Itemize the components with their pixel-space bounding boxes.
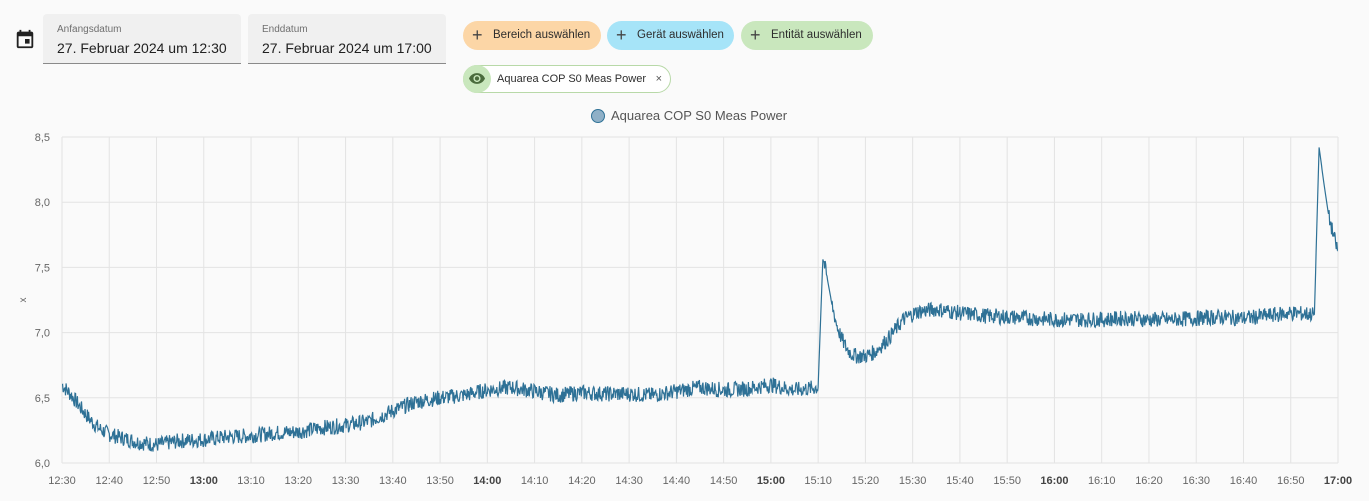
x-tick-label: 14:40	[663, 475, 691, 487]
select-device-label: Gerät auswählen	[637, 29, 724, 41]
y-tick-label: 7,0	[35, 328, 50, 340]
start-date-field[interactable]: Anfangsdatum 27. Februar 2024 um 12:30	[43, 14, 241, 64]
x-tick-label: 17:00	[1324, 475, 1352, 487]
x-tick-label: 13:40	[379, 475, 407, 487]
start-date-value[interactable]: 27. Februar 2024 um 12:30	[57, 40, 227, 56]
end-date-field[interactable]: Enddatum 27. Februar 2024 um 17:00	[248, 14, 446, 64]
y-tick-label: 6,5	[35, 393, 50, 405]
calendar-icon[interactable]	[14, 28, 36, 50]
selected-entity-name: Aquarea COP S0 Meas Power	[497, 73, 646, 85]
x-tick-label: 12:30	[48, 475, 76, 487]
start-date-label: Anfangsdatum	[57, 24, 122, 35]
plus-icon: +	[750, 25, 761, 45]
y-tick-label: 6,0	[35, 458, 50, 470]
series-line[interactable]	[62, 147, 1369, 452]
end-date-label: Enddatum	[262, 24, 308, 35]
x-tick-label: 12:50	[143, 475, 171, 487]
select-area-label: Bereich auswählen	[493, 29, 591, 41]
plus-icon: +	[616, 25, 627, 45]
eye-icon	[463, 65, 491, 93]
y-tick-label: 7,5	[35, 262, 50, 274]
legend-marker[interactable]	[591, 109, 605, 123]
y-axis-label: x	[18, 298, 29, 303]
x-tick-label: 13:20	[285, 475, 313, 487]
x-tick-label: 14:30	[615, 475, 643, 487]
x-tick-label: 16:10	[1088, 475, 1116, 487]
x-tick-label: 15:10	[804, 475, 832, 487]
selected-entity-chip[interactable]: Aquarea COP S0 Meas Power ×	[463, 65, 671, 93]
x-tick-label: 13:00	[190, 475, 218, 487]
history-toolbar: Anfangsdatum 27. Februar 2024 um 12:30 E…	[0, 0, 1369, 100]
x-tick-label: 13:30	[332, 475, 360, 487]
x-tick-label: 14:20	[568, 475, 596, 487]
x-tick-label: 14:50	[710, 475, 738, 487]
x-tick-label: 13:10	[237, 475, 265, 487]
x-tick-label: 12:40	[95, 475, 123, 487]
history-chart: 6,0 6,5 7,0 7,5 8,0 8,5 12:30 12:40 12:50 13:00 13…	[18, 108, 1369, 487]
x-tick-label: 15:20	[852, 475, 880, 487]
y-tick-label: 8,0	[35, 197, 50, 209]
x-tick-label: 16:40	[1230, 475, 1258, 487]
x-tick-label: 16:20	[1135, 475, 1163, 487]
x-tick-label: 14:00	[473, 475, 501, 487]
select-entity-button[interactable]: + Entität auswählen	[741, 21, 873, 50]
remove-entity-icon[interactable]: ×	[655, 73, 662, 85]
select-area-button[interactable]: + Bereich auswählen	[463, 21, 601, 50]
end-date-value[interactable]: 27. Februar 2024 um 17:00	[262, 40, 432, 56]
x-tick-label: 16:30	[1182, 475, 1210, 487]
legend-label[interactable]: Aquarea COP S0 Meas Power	[611, 108, 788, 123]
x-tick-label: 14:10	[521, 475, 549, 487]
x-tick-label: 16:50	[1277, 475, 1305, 487]
x-tick-label: 15:50	[993, 475, 1021, 487]
x-tick-label: 15:40	[946, 475, 974, 487]
x-tick-label: 15:00	[757, 475, 785, 487]
y-tick-label: 8,5	[35, 132, 50, 144]
x-tick-label: 16:00	[1040, 475, 1068, 487]
plus-icon: +	[472, 25, 483, 45]
select-device-button[interactable]: + Gerät auswählen	[607, 21, 734, 50]
select-entity-label: Entität auswählen	[771, 29, 862, 41]
x-tick-label: 13:50	[426, 475, 454, 487]
x-tick-label: 15:30	[899, 475, 927, 487]
